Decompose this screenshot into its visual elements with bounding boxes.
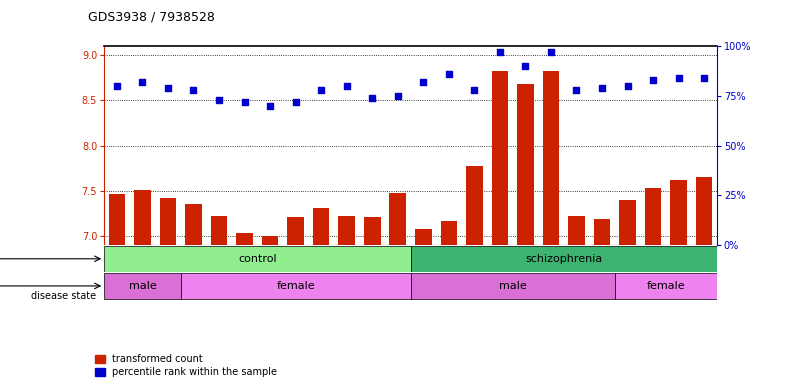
Point	[442, 71, 455, 77]
Bar	[236, 233, 253, 245]
Bar	[615, 273, 717, 299]
Bar	[313, 208, 329, 245]
Bar	[134, 190, 151, 245]
Point	[238, 99, 251, 105]
Point	[392, 93, 405, 99]
Bar	[364, 217, 380, 245]
Bar	[185, 204, 202, 245]
Text: disease state: disease state	[31, 291, 96, 301]
Bar	[262, 236, 279, 245]
Point	[111, 83, 123, 89]
Text: female: female	[646, 281, 685, 291]
Point	[493, 49, 506, 55]
Bar	[517, 84, 533, 245]
Text: GDS3938 / 7938528: GDS3938 / 7938528	[88, 10, 215, 23]
Bar	[670, 180, 687, 245]
Bar	[415, 229, 432, 245]
Bar	[466, 166, 483, 245]
Bar	[104, 273, 181, 299]
Text: male: male	[499, 281, 526, 291]
Point	[315, 87, 328, 93]
Point	[289, 99, 302, 105]
Point	[698, 75, 710, 81]
Point	[212, 97, 225, 103]
Bar	[288, 217, 304, 245]
Bar	[181, 273, 411, 299]
Point	[187, 87, 200, 93]
Point	[519, 63, 532, 69]
Bar	[338, 216, 355, 245]
Bar	[389, 193, 406, 245]
Point	[672, 75, 685, 81]
Point	[468, 87, 481, 93]
Bar	[594, 219, 610, 245]
Bar	[619, 200, 636, 245]
Point	[162, 85, 175, 91]
Point	[621, 83, 634, 89]
Bar	[492, 71, 508, 245]
Text: schizophrenia: schizophrenia	[525, 254, 602, 264]
Point	[366, 95, 379, 101]
Point	[417, 79, 429, 85]
Bar	[159, 198, 176, 245]
Bar	[696, 177, 712, 245]
Bar	[410, 246, 717, 272]
Bar	[211, 216, 227, 245]
Point	[646, 77, 659, 83]
Legend: transformed count, percentile rank within the sample: transformed count, percentile rank withi…	[93, 353, 280, 379]
Text: control: control	[238, 254, 276, 264]
Point	[340, 83, 353, 89]
Bar	[441, 221, 457, 245]
Text: male: male	[128, 281, 156, 291]
Point	[596, 85, 609, 91]
Point	[545, 49, 557, 55]
Point	[264, 103, 276, 109]
Point	[136, 79, 149, 85]
Bar	[104, 246, 410, 272]
Point	[570, 87, 583, 93]
Bar	[645, 188, 662, 245]
Text: female: female	[276, 281, 315, 291]
Bar	[568, 216, 585, 245]
Bar	[410, 273, 615, 299]
Bar	[109, 194, 125, 245]
Bar	[542, 71, 559, 245]
